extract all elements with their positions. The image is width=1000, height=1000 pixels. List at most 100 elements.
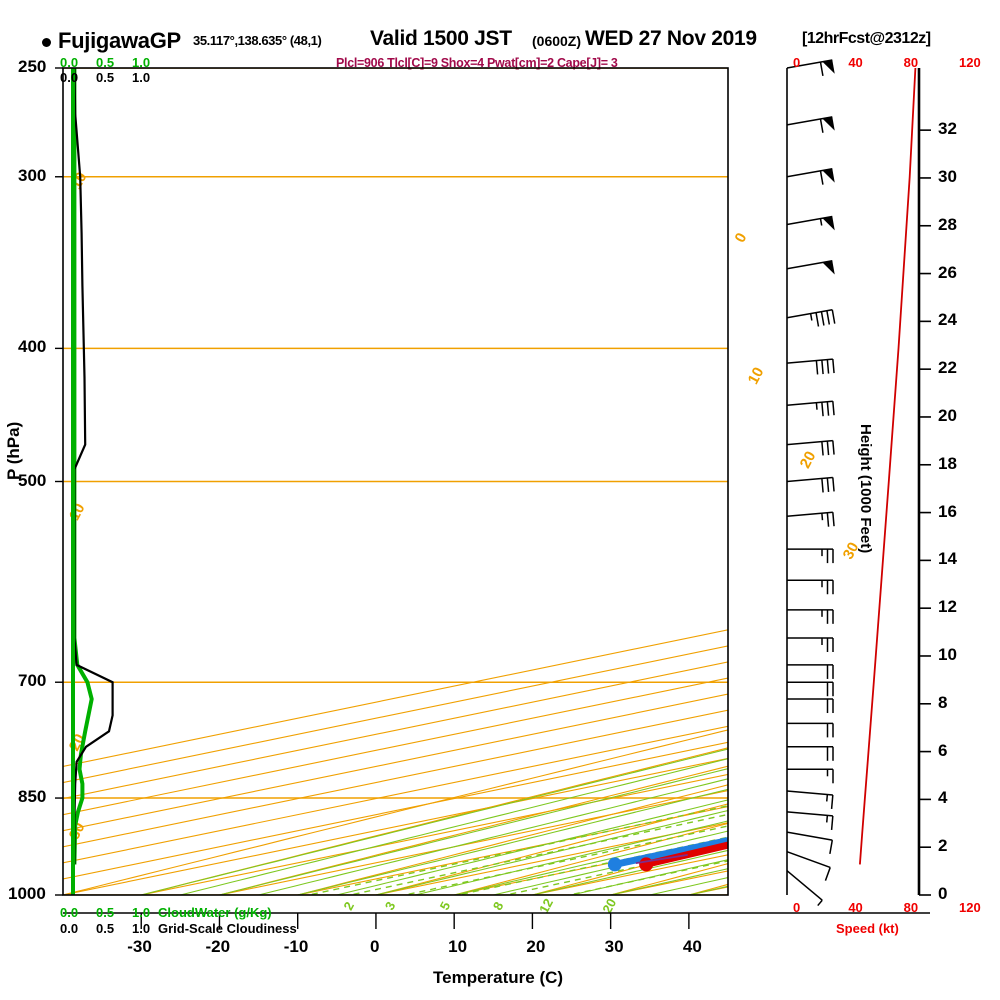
height-curve <box>859 67 917 865</box>
speed-tick-label: 120 <box>959 55 981 70</box>
temperature-tick-label: -10 <box>283 937 309 956</box>
height-tick-label: 18 <box>938 453 957 473</box>
pressure-tick-label: 1000 <box>8 884 46 903</box>
cloudiness-tick-label: 0.0 <box>60 70 79 85</box>
cloudiness-tick-label: 0.0 <box>60 921 79 936</box>
wind-barb <box>786 870 823 907</box>
mixing-ratio-label: 3 <box>382 899 399 912</box>
speed-tick-label: 40 <box>848 55 863 70</box>
wind-barb <box>786 811 834 830</box>
forecast-tag: [12hrFcst@2312z] <box>802 30 931 47</box>
cloud-profiles <box>71 68 114 895</box>
pressure-tick-label: 250 <box>18 57 47 76</box>
station-bullet-icon <box>42 38 51 47</box>
temperature-tick-label: 0 <box>369 937 380 956</box>
speed-tick-label: 80 <box>903 55 919 70</box>
height-tick-label: 28 <box>938 214 957 234</box>
height-tick-label: 22 <box>938 358 957 378</box>
wind-barb <box>786 439 835 456</box>
wind-barb <box>786 215 835 231</box>
height-tick-label: 24 <box>938 310 957 330</box>
height-tick-label: 4 <box>938 788 948 808</box>
pressure-tick-label: 400 <box>18 337 47 357</box>
wind-barb-column <box>786 59 836 907</box>
skewt-grid <box>63 68 728 895</box>
cloudiness-axis-label: Grid-Scale Cloudiness <box>158 921 297 936</box>
wind-barb <box>787 548 834 564</box>
temperature-surface-marker <box>639 857 654 872</box>
speed-axis-label: Speed (kt) <box>836 921 899 936</box>
sounding-parameters: Plcl=906 Tlcl[C]=9 Shox=4 Pwat[cm]=2 Cap… <box>336 56 618 70</box>
temperature-tick-label: 40 <box>682 937 702 956</box>
cloudiness-tick-label: 0.5 <box>96 70 115 85</box>
height-tick-label: 6 <box>938 740 948 760</box>
speed-tick-label: 120 <box>959 900 981 915</box>
height-tick-label: 32 <box>938 119 957 139</box>
cloudiness-tick-label: 0.5 <box>96 921 115 936</box>
wind-barb <box>786 476 835 493</box>
wind-barb <box>787 664 834 679</box>
wind-barb <box>786 259 835 275</box>
speed-tick-label: 40 <box>848 900 863 915</box>
speed-tick-label: 80 <box>903 900 919 915</box>
cloudwater-tick-label: 0.5 <box>96 55 115 70</box>
height-tick-label: 10 <box>938 644 957 664</box>
cloudwater-tick-label: 1.0 <box>132 55 151 70</box>
wind-barb <box>787 637 834 653</box>
height-tick-label: 12 <box>938 597 957 617</box>
cloudwater-tick-label: 0.0 <box>60 905 79 920</box>
dry-adiabat-label: 30 <box>840 540 863 563</box>
cloudwater-tick-label: 0.0 <box>60 55 79 70</box>
temperature-tick-label: 10 <box>448 937 468 956</box>
temperature-tick-label: -30 <box>127 937 152 956</box>
wind-barb <box>787 722 834 738</box>
temperature-tick-label: 20 <box>526 937 546 956</box>
wind-barb <box>786 511 835 527</box>
cloudwater-tick-label: 1.0 <box>132 905 151 920</box>
dewpoint-surface-marker <box>607 857 622 872</box>
wind-barb <box>787 746 834 761</box>
wind-barb <box>786 358 835 375</box>
valid-time-utc: (0600Z) <box>532 33 582 49</box>
speed-tick-label: 0 <box>793 900 801 915</box>
pressure-tick-label: 500 <box>18 470 47 490</box>
height-tick-label: 26 <box>938 262 957 282</box>
speed-tick-label: 0 <box>793 55 801 70</box>
wind-barb <box>786 116 835 133</box>
valid-time-label: Valid 1500 JST <box>370 27 512 50</box>
wind-barb <box>787 609 834 624</box>
mixing-ratio-label: 12 <box>536 896 556 916</box>
pressure-tick-label: 300 <box>18 165 47 185</box>
wind-barb <box>786 400 835 417</box>
cloudiness-tick-label: 1.0 <box>132 921 151 936</box>
axis-ticks <box>55 67 931 929</box>
sounding-profiles <box>607 836 728 872</box>
wind-barb <box>786 59 835 77</box>
wind-barb <box>786 831 834 855</box>
dry-adiabat-label: 10 <box>745 365 768 388</box>
valid-date: WED 27 Nov 2019 <box>585 27 757 50</box>
cloudwater-tick-label: 0.5 <box>96 905 115 920</box>
station-name: FujigawaGP <box>58 28 181 53</box>
pressure-tick-label: 850 <box>18 787 47 807</box>
mixing-ratio-label: 5 <box>437 899 454 912</box>
wind-barb <box>786 168 835 185</box>
height-tick-label: 20 <box>938 405 957 425</box>
height-tick-label: 8 <box>938 692 948 712</box>
wind-barb <box>787 698 834 714</box>
wind-barb <box>786 309 836 327</box>
height-tick-label: 30 <box>938 166 957 186</box>
height-axis-label: Height (1000 Feet) <box>857 424 874 554</box>
height-tick-label: 0 <box>938 884 948 903</box>
dry-adiabat-label: 20 <box>797 449 820 472</box>
cloudiness-tick-label: 1.0 <box>132 70 151 85</box>
pressure-tick-label: 700 <box>18 671 47 691</box>
mixing-ratio-label: 2 <box>340 899 357 912</box>
wind-barb <box>786 790 834 810</box>
mixing-ratio-label: 20 <box>599 896 619 916</box>
height-profile-curve <box>859 67 917 865</box>
parcel-trace <box>635 854 688 865</box>
